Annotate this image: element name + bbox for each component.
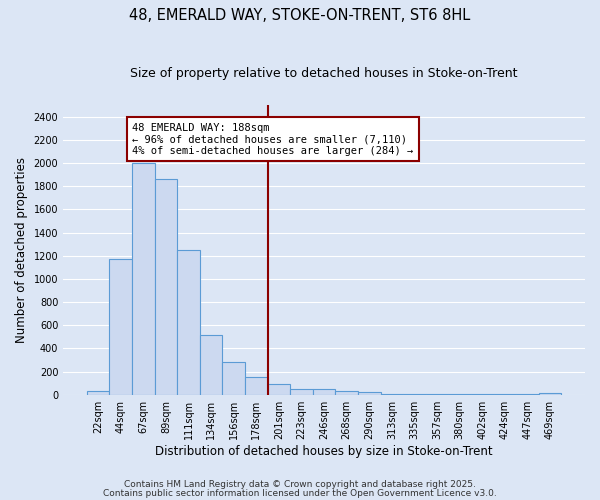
Bar	[87, 391, 109, 394]
Title: Size of property relative to detached houses in Stoke-on-Trent: Size of property relative to detached ho…	[130, 68, 518, 80]
Text: Contains public sector information licensed under the Open Government Licence v3: Contains public sector information licen…	[103, 488, 497, 498]
Bar	[177, 250, 200, 394]
Bar	[313, 390, 335, 394]
Bar	[200, 334, 223, 394]
Bar	[268, 384, 290, 394]
Text: 48 EMERALD WAY: 188sqm
← 96% of detached houses are smaller (7,110)
4% of semi-d: 48 EMERALD WAY: 188sqm ← 96% of detached…	[132, 122, 413, 156]
Y-axis label: Number of detached properties: Number of detached properties	[15, 157, 28, 343]
Bar	[223, 362, 245, 394]
Bar	[290, 389, 313, 394]
Text: Contains HM Land Registry data © Crown copyright and database right 2025.: Contains HM Land Registry data © Crown c…	[124, 480, 476, 489]
Bar	[132, 163, 155, 394]
Bar	[335, 390, 358, 394]
Bar	[155, 180, 177, 394]
Bar	[358, 392, 380, 394]
Bar	[539, 393, 561, 394]
Bar	[109, 260, 132, 394]
Bar	[245, 377, 268, 394]
X-axis label: Distribution of detached houses by size in Stoke-on-Trent: Distribution of detached houses by size …	[155, 444, 493, 458]
Text: 48, EMERALD WAY, STOKE-ON-TRENT, ST6 8HL: 48, EMERALD WAY, STOKE-ON-TRENT, ST6 8HL	[130, 8, 470, 22]
